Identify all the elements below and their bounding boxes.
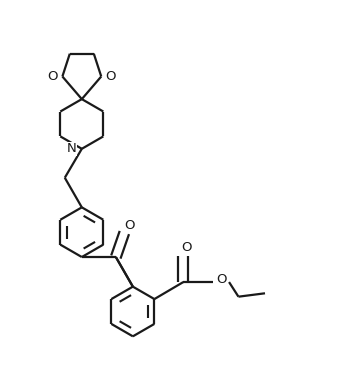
Text: O: O — [217, 273, 227, 286]
Text: O: O — [125, 219, 135, 232]
Text: N: N — [67, 142, 77, 155]
Text: O: O — [106, 70, 116, 83]
Text: O: O — [181, 241, 191, 254]
Text: O: O — [47, 70, 58, 83]
